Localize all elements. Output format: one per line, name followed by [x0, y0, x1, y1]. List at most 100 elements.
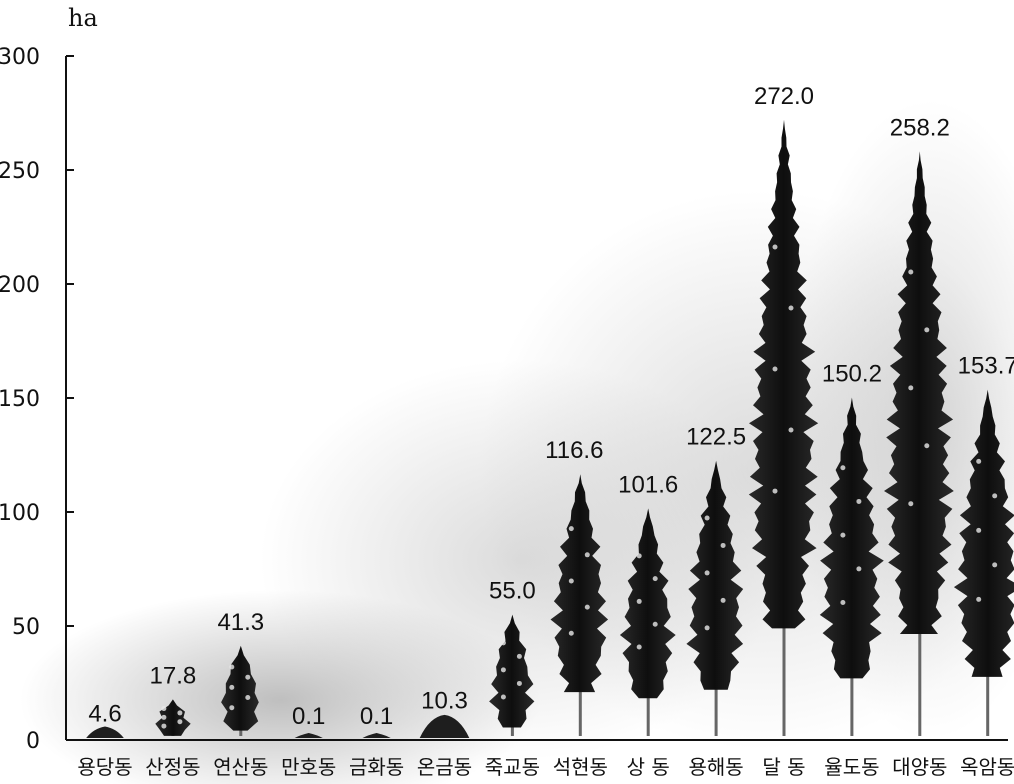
tree-highlight — [976, 596, 982, 602]
tree-bar — [748, 119, 819, 736]
category-label: 용해동 — [688, 755, 743, 779]
tree-highlight — [856, 566, 862, 572]
tree-highlight — [772, 488, 778, 494]
tree-highlight — [568, 578, 574, 584]
tree-bar — [819, 397, 884, 736]
tree-bar — [155, 699, 191, 736]
tree-highlight — [720, 597, 726, 603]
y-tick-label: 300 — [0, 45, 40, 70]
y-tick-label: 150 — [0, 387, 40, 412]
tree-highlight — [992, 493, 998, 499]
tree-highlight — [229, 684, 235, 690]
tree-canopy — [419, 714, 470, 738]
y-axis-unit-label: ha — [68, 4, 98, 32]
category-label: 연산동 — [213, 755, 268, 779]
tree-canopy — [953, 389, 1014, 677]
value-label: 0.1 — [292, 703, 325, 730]
tree-highlight — [516, 680, 522, 686]
category-label: 만호동 — [281, 755, 336, 779]
tree-highlight — [245, 695, 251, 701]
tree-highlight — [500, 640, 506, 646]
value-label: 122.5 — [686, 424, 746, 451]
tree-highlight — [840, 600, 846, 606]
category-label: 용당동 — [77, 755, 132, 779]
tree-highlight — [161, 714, 167, 720]
value-label: 258.2 — [890, 114, 950, 141]
tree-highlight — [568, 630, 574, 636]
tree-highlight — [568, 526, 574, 532]
tree-highlight — [992, 562, 998, 568]
tree-highlight — [177, 719, 183, 725]
tree-bar — [619, 508, 676, 736]
tree-bar — [489, 614, 535, 736]
category-labels: 용당동 산정동 연산동 만호동 금화동 온금동 죽교동 석현동 상 동 용해동 달 동 율도동 대양동 옥… — [77, 755, 1014, 779]
category-label: 상 동 — [627, 755, 670, 779]
tree-bar — [294, 733, 323, 738]
tree-highlight — [924, 443, 930, 449]
tree-highlight — [636, 644, 642, 650]
category-label: 석현동 — [553, 755, 608, 779]
tree-highlight — [161, 706, 167, 712]
tree-highlight — [229, 664, 235, 670]
value-label: 55.0 — [489, 578, 536, 605]
tree-highlight — [908, 501, 914, 507]
tree-bar — [419, 714, 470, 738]
tree-bar — [884, 151, 954, 736]
category-label: 대양동 — [892, 755, 947, 779]
tree-highlight — [704, 625, 710, 631]
value-label: 272.0 — [754, 83, 814, 110]
tree-highlight — [245, 674, 251, 680]
tree-bar — [953, 389, 1014, 736]
value-labels: 4.6 17.8 41.3 0.1 0.1 10.3 55.0 116.6 101.6 122.5… — [88, 83, 1014, 730]
y-tick-label: 200 — [0, 273, 40, 298]
tree-highlight — [772, 244, 778, 250]
tree-highlight — [704, 515, 710, 521]
category-label: 달 동 — [762, 755, 805, 779]
tree-canopy — [362, 733, 391, 738]
value-label: 0.1 — [360, 703, 393, 730]
tree-highlight — [720, 542, 726, 548]
category-label: 죽교동 — [485, 755, 540, 779]
tree-canopy — [294, 733, 323, 738]
tree-canopy — [550, 474, 609, 693]
tree-highlight — [976, 458, 982, 464]
tree-highlight — [161, 723, 167, 729]
tree-highlight — [788, 305, 794, 311]
tree-highlight — [652, 576, 658, 582]
value-label: 116.6 — [545, 437, 603, 464]
y-axis: 0 50 100 150 200 250 300 — [0, 45, 74, 754]
category-label: 산정동 — [145, 755, 200, 779]
tree-highlight — [636, 598, 642, 604]
tree-canopy — [86, 726, 124, 738]
y-tick-label: 100 — [0, 501, 40, 526]
value-label: 150.2 — [822, 361, 882, 388]
tree-bar — [86, 726, 124, 738]
value-label: 10.3 — [421, 688, 468, 715]
tree-bar — [550, 474, 609, 736]
category-label: 율도동 — [824, 755, 879, 779]
tree-canopy — [819, 397, 884, 679]
tree-highlight — [652, 621, 658, 627]
tree-bar — [221, 645, 259, 736]
tree-highlight — [908, 385, 914, 391]
tree-bar — [362, 733, 391, 738]
y-tick-label: 50 — [12, 615, 40, 640]
tree-highlight — [500, 667, 506, 673]
category-label: 금화동 — [349, 755, 404, 779]
tree-bars — [86, 119, 1014, 738]
tree-canopy — [619, 508, 676, 699]
category-label: 온금동 — [417, 755, 472, 779]
tree-bar — [686, 460, 744, 736]
tree-highlight — [908, 269, 914, 275]
tree-highlight — [636, 553, 642, 559]
tree-canopy — [686, 460, 744, 690]
tree-highlight — [840, 532, 846, 538]
tree-highlight — [788, 427, 794, 433]
y-tick-label: 0 — [26, 729, 40, 754]
tree-highlight — [516, 653, 522, 659]
tree-highlight — [584, 604, 590, 610]
tree-highlight — [177, 710, 183, 716]
tree-highlight — [976, 527, 982, 533]
value-label: 153.7 — [958, 353, 1014, 380]
